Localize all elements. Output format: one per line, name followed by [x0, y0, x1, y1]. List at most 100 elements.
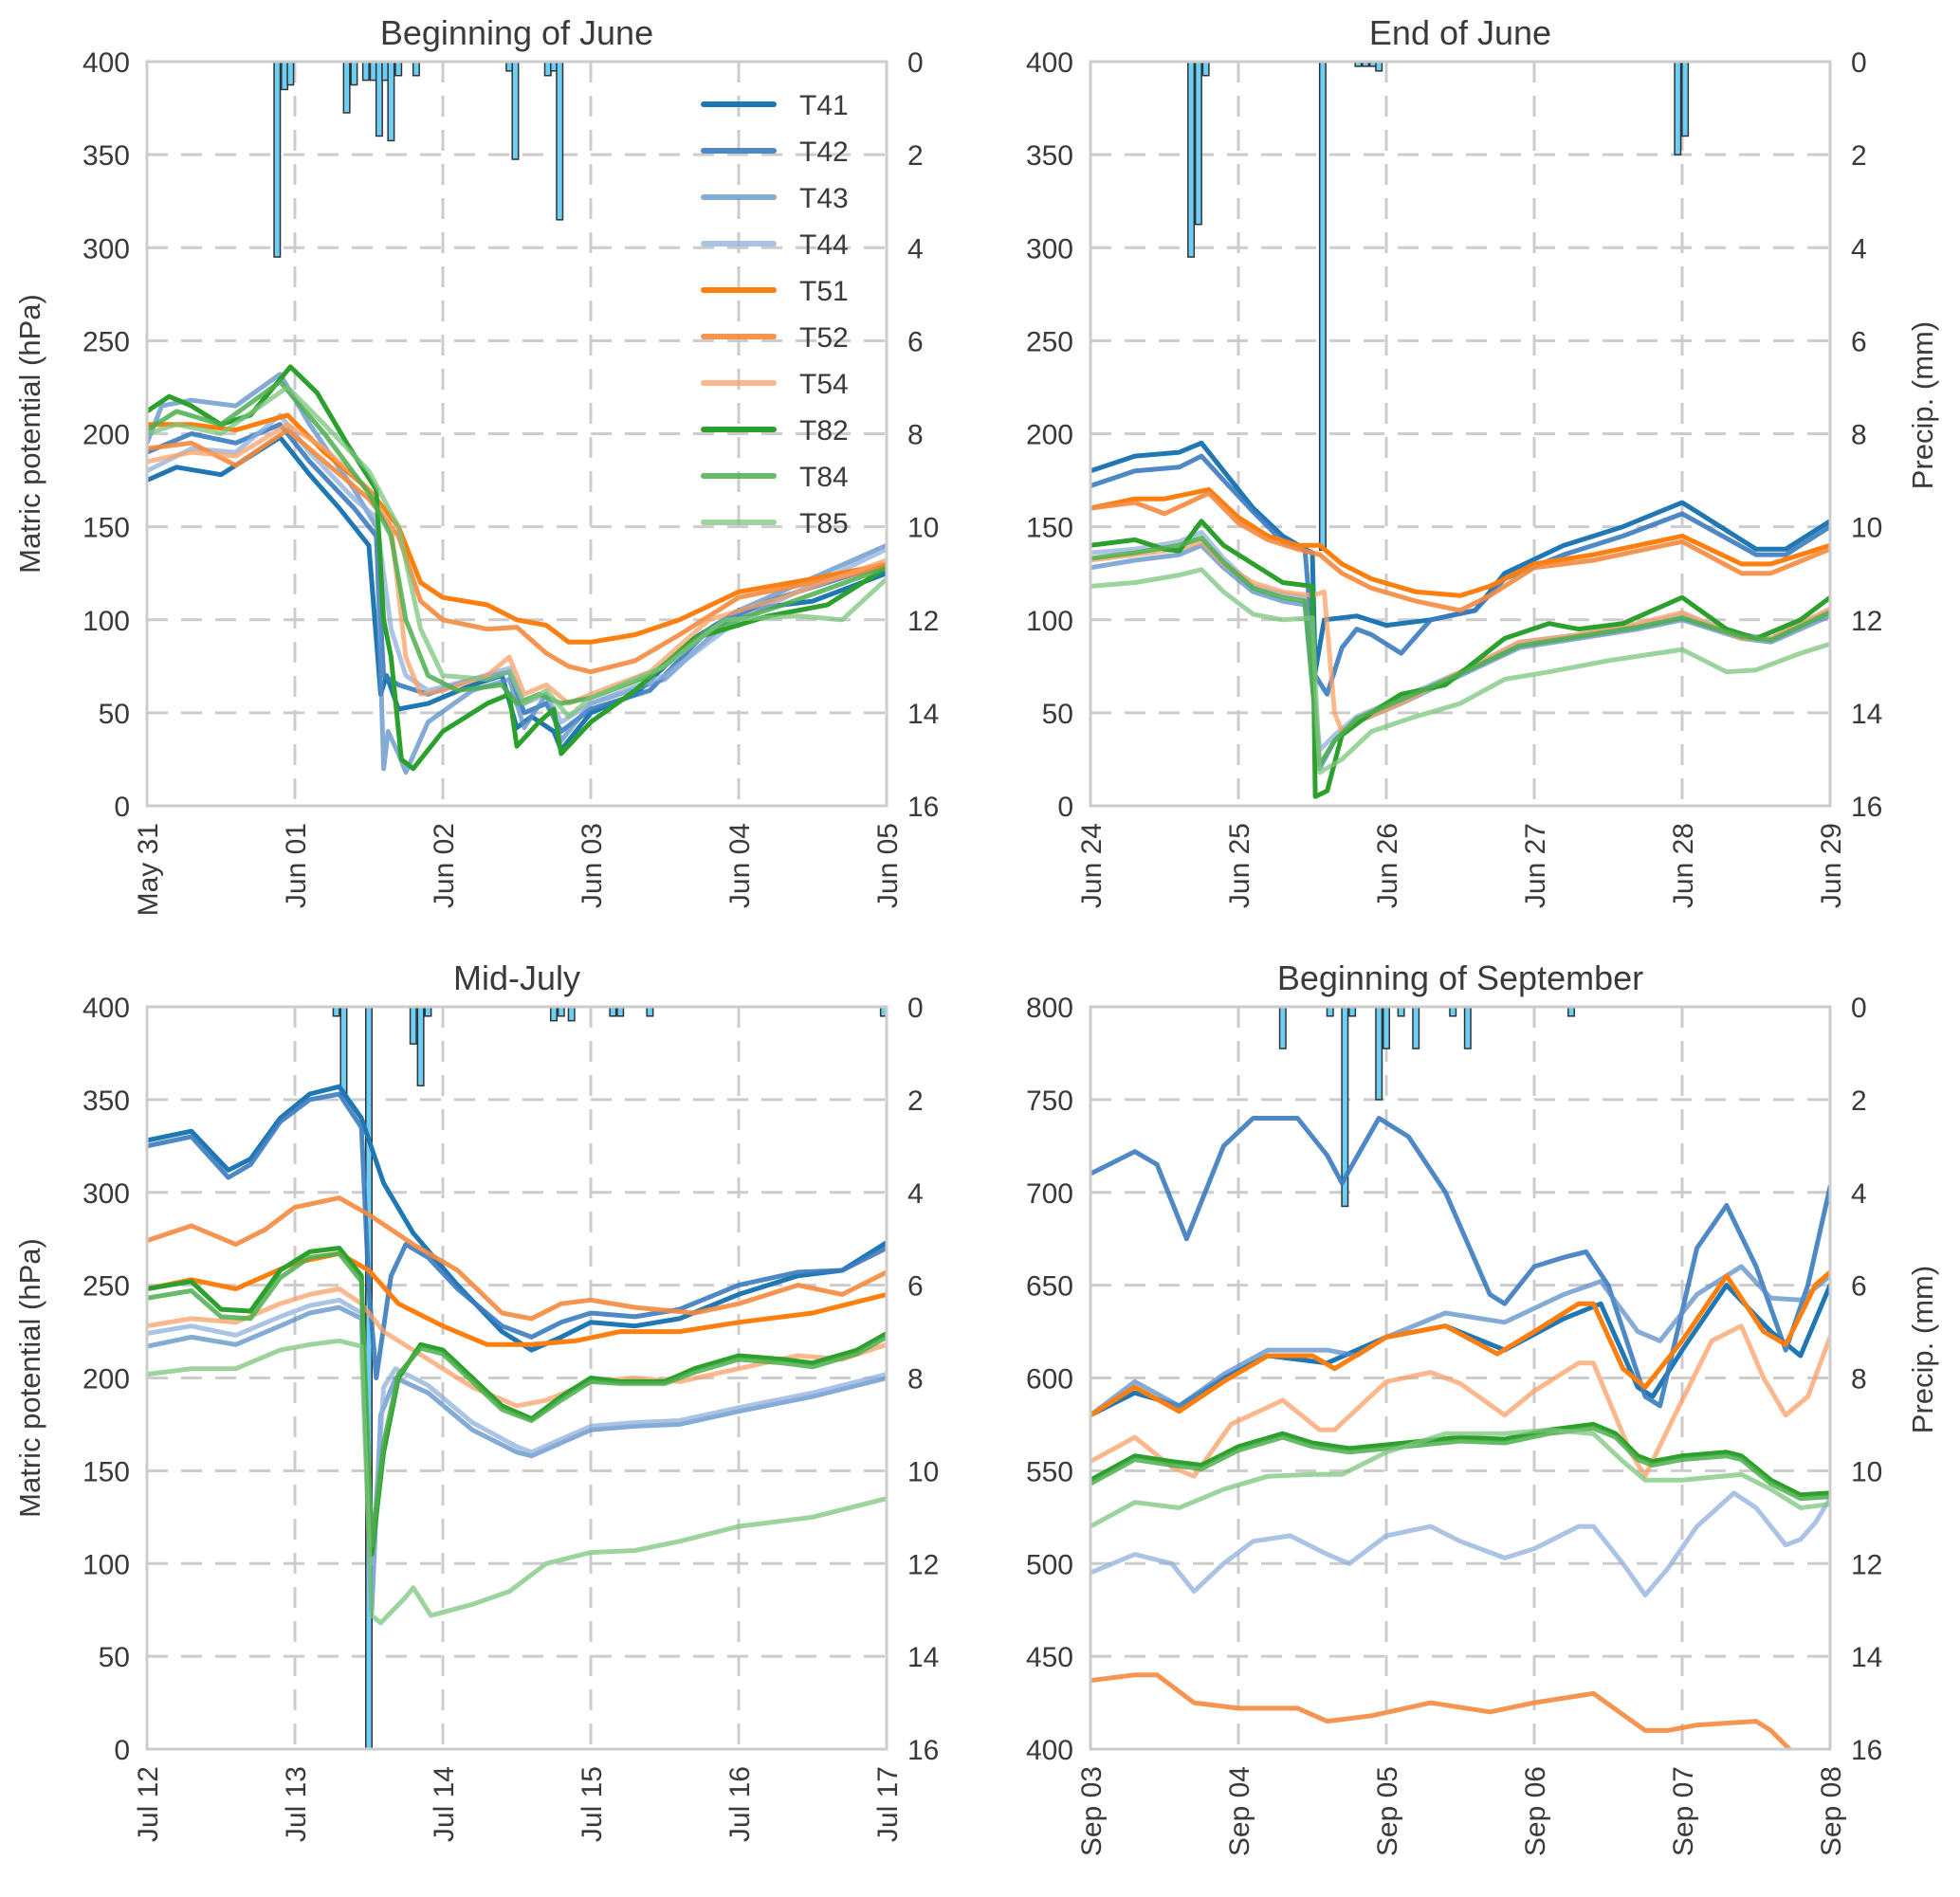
y2-tick-label: 8 [907, 420, 924, 451]
y2-tick-label: 0 [1851, 47, 1867, 79]
legend-label-t52: T52 [799, 322, 849, 354]
y-tick-label: 400 [82, 47, 130, 79]
y-tick-label: 200 [1026, 420, 1073, 451]
y2-tick-label: 8 [907, 1364, 924, 1395]
plot-frame [1089, 1005, 1832, 1751]
x-tick-label: Jul 16 [724, 1766, 756, 1842]
y2-tick-label: 6 [907, 326, 924, 357]
y-tick-label: 150 [82, 1456, 130, 1487]
series-line-t52 [147, 1195, 887, 1322]
y-tick-label: 800 [1026, 993, 1073, 1024]
y2-tick-label: 14 [1851, 1642, 1882, 1673]
series-line-t43 [1090, 1264, 1830, 1418]
series-line-t84 [1090, 535, 1830, 768]
x-tick-label: Jul 14 [429, 1766, 460, 1842]
legend-label-t42: T42 [799, 137, 849, 168]
precip-bar [286, 61, 295, 86]
series-group [1090, 1116, 1830, 1749]
y2-tick-label: 2 [1851, 1085, 1867, 1117]
precip-bar [1681, 61, 1690, 137]
y-tick-label: 0 [114, 792, 130, 823]
precip-bar [273, 61, 282, 258]
precip-bar [567, 1006, 576, 1022]
y-tick-label: 500 [1026, 1549, 1073, 1580]
legend-label-t84: T84 [799, 462, 849, 493]
y2-tick-label: 4 [907, 1178, 924, 1210]
y-axis-label: Matric potential (hPa) [13, 294, 46, 574]
y-tick-label: 400 [1026, 1735, 1073, 1766]
y-tick-label: 300 [1026, 233, 1073, 264]
y2-tick-label: 12 [907, 1549, 939, 1580]
x-tick-label: Sep 06 [1520, 1766, 1551, 1856]
series-line-t85 [147, 1338, 887, 1626]
series-line-t84 [147, 379, 887, 706]
series-line-t43 [147, 1304, 887, 1613]
y-tick-label: 750 [1026, 1085, 1073, 1117]
series-group [147, 364, 887, 775]
precip-bar [1383, 1006, 1390, 1049]
y-tick-label: 0 [114, 1735, 130, 1766]
y-tick-label: 250 [82, 326, 130, 357]
series-line-t41 [147, 1084, 887, 1353]
x-tick-label: Jul 13 [281, 1766, 312, 1842]
panel-title: Beginning of June [380, 13, 653, 52]
y-tick-label: 700 [1026, 1178, 1073, 1210]
series-line-t52 [147, 428, 887, 675]
y-tick-label: 50 [99, 699, 130, 730]
precip-bar [339, 1006, 348, 1096]
precip-bar [342, 61, 351, 114]
x-tick-label: Sep 04 [1224, 1766, 1255, 1856]
precip-bar [412, 61, 420, 77]
y-tick-label: 650 [1026, 1271, 1073, 1303]
x-tick-label: Jun 01 [281, 823, 312, 908]
series-line-t84 [147, 1250, 887, 1548]
precip-bar [511, 61, 520, 160]
legend-label-t54: T54 [799, 369, 849, 400]
panel-title: Beginning of September [1277, 958, 1643, 997]
legend-label-t82: T82 [799, 415, 849, 447]
y-tick-label: 50 [1042, 699, 1073, 730]
y2-tick-label: 4 [1851, 233, 1867, 264]
y2-tick-label: 2 [907, 1085, 924, 1117]
y2-tick-label: 12 [907, 606, 939, 637]
y2-tick-label: 12 [1851, 606, 1882, 637]
y2-tick-label: 6 [1851, 326, 1867, 357]
y2-tick-label: 0 [907, 993, 924, 1024]
y2-tick-label: 16 [907, 1735, 939, 1766]
series-line-t51 [147, 1250, 887, 1347]
precip-bar [1194, 61, 1202, 226]
x-tick-label: Jun 05 [872, 823, 904, 908]
y-tick-label: 300 [82, 1178, 130, 1210]
y-tick-label: 400 [82, 993, 130, 1024]
y2-tick-label: 14 [907, 1642, 939, 1673]
x-tick-label: Jun 04 [724, 823, 756, 908]
plot-frame [1089, 60, 1832, 808]
y-tick-label: 150 [82, 513, 130, 544]
panel-title: End of June [1369, 13, 1551, 52]
series-line-t43 [1090, 542, 1830, 772]
x-tick-label: Jun 26 [1372, 823, 1403, 908]
x-tick-label: Jun 24 [1076, 823, 1108, 908]
precip-bar [387, 61, 395, 142]
y2-tick-label: 16 [1851, 792, 1882, 823]
y2-axis-label: Precip. (mm) [1906, 1266, 1939, 1433]
precip-bar [416, 1006, 425, 1086]
x-tick-label: Jun 28 [1668, 823, 1699, 908]
series-line-t84 [1090, 1425, 1830, 1502]
precip-bar [361, 61, 370, 82]
y-tick-label: 350 [1026, 140, 1073, 172]
y2-tick-label: 0 [1851, 993, 1867, 1024]
y-tick-label: 600 [1026, 1364, 1073, 1395]
series-line-t52 [1090, 490, 1830, 613]
precip-bar [350, 61, 358, 86]
x-tick-label: Jun 29 [1816, 823, 1847, 908]
precip-bar [394, 61, 403, 77]
legend-label-t44: T44 [799, 229, 849, 261]
y2-tick-label: 14 [907, 699, 939, 730]
x-tick-label: Jun 27 [1520, 823, 1551, 908]
legend-label-t41: T41 [799, 90, 849, 121]
plot-frame [145, 60, 888, 808]
series-line-t85 [1090, 1427, 1830, 1529]
y2-tick-label: 2 [907, 140, 924, 172]
